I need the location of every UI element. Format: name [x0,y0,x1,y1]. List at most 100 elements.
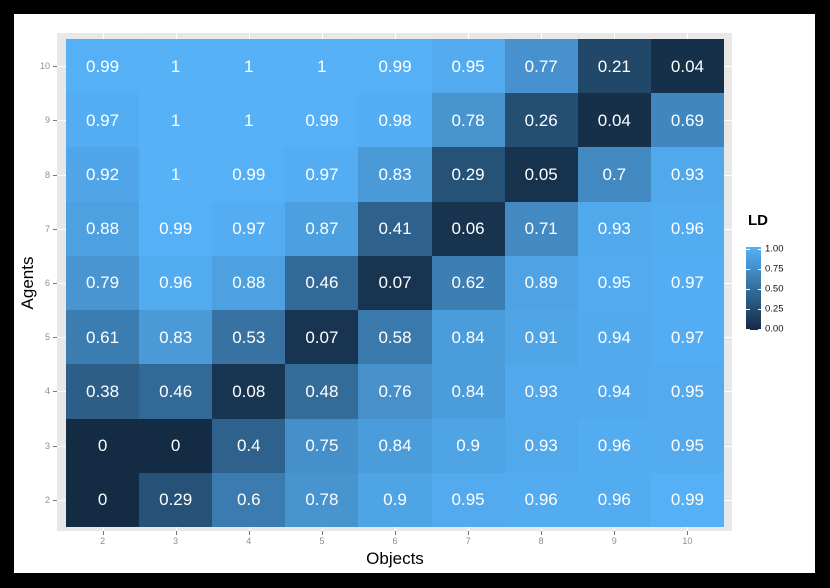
heatmap-cell: 0 [139,418,213,473]
gridline-dash [57,283,66,284]
heatmap-cell: 0.38 [66,364,140,419]
heatmap-cell: 0.96 [577,418,651,473]
heatmap-cell: 1 [212,39,286,94]
gridline-dash [57,228,66,230]
heatmap-cell: 0.92 [66,147,140,202]
chart-canvas: 0.99 1 1 1 0.99 0.95 0.77 0.21 0.04 0.97 1 1 0.99 0.9… [14,14,815,573]
heatmap-cell: 0.95 [577,255,651,311]
heatmap-cell: 0.7 [577,147,651,202]
heatmap-cell: 0.99 [66,39,140,94]
heatmap-cell: 0.4 [212,418,286,473]
heatmap-cell: 0.04 [577,93,651,148]
heatmap-cell: 0.93 [650,147,724,202]
gridline-dash [724,66,732,68]
gridline-dash [175,527,177,531]
heatmap-cell: 0.71 [504,201,578,256]
gridline-dash [687,527,689,531]
heatmap-cell: 0.99 [285,93,359,148]
x-axis-tick-mark [248,531,250,535]
gridline-dash [614,527,616,531]
gridline-dash [724,174,732,176]
y-tick-label: 3 [44,440,50,451]
heatmap-cell: 0.93 [504,418,578,473]
x-tick-label: 2 [100,536,106,546]
x-axis-tick-mark [321,531,323,535]
heatmap-cell: 0.97 [650,255,724,311]
gridline-dash [57,120,66,122]
gridline-dash [248,527,250,531]
heatmap-cell: 0.94 [577,364,651,419]
heatmap-cell: 0.99 [139,201,213,256]
heatmap-cell: 0.26 [504,93,578,148]
gridline-dash [395,33,396,39]
y-tick-label: 5 [44,332,50,343]
gridline-dash [724,283,732,284]
heatmap-cell: 1 [212,93,286,148]
heatmap-cell: 0.89 [504,255,578,311]
heatmap-cell: 0.76 [358,364,432,419]
x-tick-label: 8 [538,536,544,546]
legend-tick-label: 0.75 [765,263,784,274]
heatmap-cell: 0.87 [285,201,359,256]
x-axis-tick-mark [687,531,689,535]
heatmap-cell: 0.05 [504,147,578,202]
gridline-dash [724,445,732,447]
heatmap-cell: 0.83 [358,147,432,202]
gridline-dash [102,527,104,531]
heatmap-cell: 0.04 [650,39,724,94]
x-tick-label: 3 [173,536,179,546]
heatmap-cell: 0.78 [431,93,505,148]
heatmap-cell: 0.97 [212,201,286,256]
heatmap-cell: 1 [139,39,213,94]
heatmap-cell: 0.99 [650,472,724,527]
heatmap-cell: 0.78 [285,472,359,527]
y-axis-tick-mark [53,174,57,176]
plot-panel: 0.99 1 1 1 0.99 0.95 0.77 0.21 0.04 0.97 1 1 0.99 0.9… [57,33,732,531]
legend-tick-label: 0.00 [765,323,784,334]
heatmap-cell: 0.77 [504,39,578,94]
gridline-dash [724,228,732,230]
heatmap-cell: 0.58 [358,310,432,365]
heatmap-cell: 0.6 [212,472,286,527]
y-axis-tick-mark [53,499,57,501]
y-tick-label: 6 [44,278,50,288]
heatmap-cell: 0.07 [285,310,359,365]
legend-tick-mark [757,328,761,330]
heatmap-cell: 0.99 [358,39,432,94]
x-tick-label: 4 [246,536,252,546]
x-axis-tick-mark [395,531,396,535]
heatmap-cell: 0.75 [285,418,359,473]
heatmap-grid: 0.99 1 1 1 0.99 0.95 0.77 0.21 0.04 0.97 1 1 0.99 0.9… [66,39,724,527]
heatmap-cell: 0.41 [358,201,432,256]
heatmap-cell: 0.97 [285,147,359,202]
gridline-dash [614,33,616,39]
x-axis-tick-mark [102,531,104,535]
gridline-dash [468,527,470,531]
y-tick-label: 2 [44,494,50,505]
heatmap-cell: 0.9 [431,418,505,473]
heatmap-cell: 0.9 [358,472,432,527]
gridline-dash [395,527,396,531]
gridline-dash [724,337,732,339]
gridline-dash [102,33,104,39]
heatmap-cell: 0.97 [650,310,724,365]
legend-tick-label: 0.50 [765,283,784,294]
heatmap-cell: 0.91 [504,310,578,365]
gridline-dash [57,337,66,339]
heatmap-cell: 0.46 [285,255,359,311]
heatmap-cell: 0.61 [66,310,140,365]
legend-tick-mark [757,268,761,270]
heatmap-cell: 0 [66,418,140,473]
legend-tick-mark [757,308,761,310]
gridline-dash [57,445,66,447]
legend-colorbar [746,247,761,330]
gridline-dash [724,391,732,393]
x-tick-label: 10 [682,536,693,546]
legend-tick-mark [746,248,750,250]
y-tick-label: 9 [44,115,50,126]
x-tick-label: 6 [392,536,398,546]
legend-tick-label: 0.25 [765,303,784,314]
legend-tick-mark [746,268,750,270]
legend-tick-mark [746,288,750,290]
heatmap-cell: 0.48 [285,364,359,419]
